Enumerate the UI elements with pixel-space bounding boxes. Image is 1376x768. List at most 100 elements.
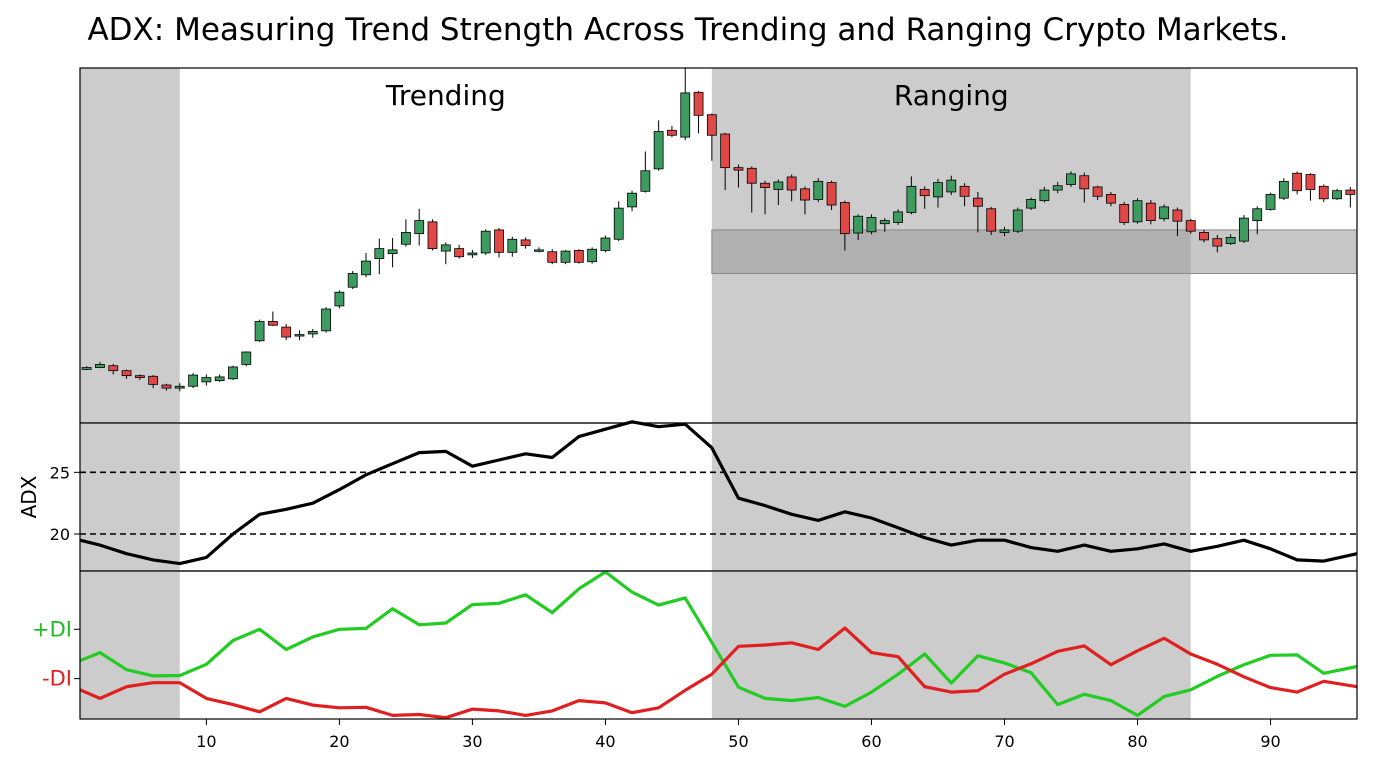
shaded-region-0 <box>80 68 180 423</box>
candle <box>121 370 132 377</box>
candle <box>1278 180 1289 199</box>
candle <box>826 182 837 206</box>
candle <box>1092 186 1103 197</box>
candle <box>906 185 917 213</box>
candle <box>414 220 425 235</box>
candle <box>1225 237 1236 245</box>
candle <box>1252 208 1263 221</box>
candle <box>401 232 411 245</box>
candle <box>241 351 252 365</box>
candle <box>108 365 119 372</box>
candle <box>760 182 770 188</box>
x-tick-label: 40 <box>595 732 615 751</box>
candle <box>1292 172 1303 192</box>
panel-frame <box>79 570 1358 720</box>
candle <box>1145 202 1156 221</box>
candle <box>228 366 238 380</box>
candle <box>1159 206 1170 220</box>
candle <box>427 221 438 250</box>
range-band <box>711 229 1358 275</box>
candle <box>1039 189 1050 202</box>
candle <box>467 252 478 256</box>
minus-di-line <box>79 626 1358 720</box>
candle <box>627 192 637 208</box>
x-tick-label: 10 <box>196 732 216 751</box>
candle <box>374 248 385 259</box>
candle <box>81 367 92 370</box>
candle <box>1318 185 1329 200</box>
adx-tick-label: 25 <box>50 463 70 482</box>
candle <box>361 260 371 276</box>
candle <box>1345 189 1356 195</box>
candle <box>587 248 598 263</box>
candle <box>321 308 331 332</box>
candle <box>1066 173 1076 185</box>
x-axis: 10 20 30 40 50 60 70 80 90 <box>196 719 1281 751</box>
candle <box>1239 217 1249 242</box>
candle <box>307 331 318 335</box>
candle <box>999 229 1010 233</box>
candle <box>281 326 292 338</box>
candle <box>161 384 172 389</box>
x-tick-label: 30 <box>462 732 482 751</box>
shaded-region-1 <box>711 571 1191 719</box>
candle <box>1265 194 1276 210</box>
candle <box>733 167 744 171</box>
shaded-region-0 <box>80 423 180 571</box>
x-tick-label: 50 <box>728 732 748 751</box>
x-tick-label: 90 <box>1260 732 1280 751</box>
candle <box>440 244 451 252</box>
candle <box>480 230 491 254</box>
candle <box>520 239 531 246</box>
candle <box>613 207 624 240</box>
candle <box>347 273 358 288</box>
candle <box>866 217 877 233</box>
shaded-region-1 <box>711 423 1191 571</box>
candle <box>188 374 198 387</box>
candle <box>693 91 704 116</box>
candle <box>454 248 465 258</box>
adx-line <box>79 420 1358 566</box>
candle <box>573 250 584 263</box>
candle <box>267 321 278 326</box>
region-label-ranging: Ranging <box>894 79 1009 112</box>
candle <box>667 129 677 136</box>
candle <box>254 321 265 342</box>
candle <box>494 229 504 253</box>
candle <box>746 167 757 184</box>
candle <box>972 197 983 207</box>
di-panel: +DI -DI <box>32 570 1358 720</box>
candle <box>1052 185 1063 191</box>
candle <box>773 181 784 190</box>
candle <box>839 202 850 235</box>
candle <box>1185 220 1196 232</box>
candle <box>853 215 864 234</box>
candle <box>786 176 797 191</box>
candle <box>706 114 717 136</box>
price-panel: Trending Ranging <box>79 67 1358 424</box>
candle <box>919 189 930 197</box>
candle <box>813 180 824 200</box>
candle <box>640 170 651 192</box>
candle <box>214 376 225 382</box>
candle <box>1305 174 1316 190</box>
x-tick-label: 60 <box>861 732 881 751</box>
x-tick-label: 70 <box>994 732 1014 751</box>
candle <box>1212 238 1223 247</box>
candle <box>1079 175 1090 190</box>
candle <box>1106 194 1116 204</box>
candle <box>294 334 305 337</box>
candle <box>148 375 159 385</box>
adx-panel: 20 25 ADX <box>17 420 1358 572</box>
candle <box>680 92 691 138</box>
candle <box>800 188 810 201</box>
candle <box>986 208 997 232</box>
plus-di-line <box>79 570 1358 718</box>
x-tick-label: 20 <box>329 732 349 751</box>
candle <box>959 185 970 197</box>
candle <box>1026 199 1036 209</box>
candle <box>95 364 105 368</box>
candle <box>1332 190 1342 200</box>
candle <box>1012 209 1023 232</box>
shaded-region-0 <box>80 571 180 719</box>
